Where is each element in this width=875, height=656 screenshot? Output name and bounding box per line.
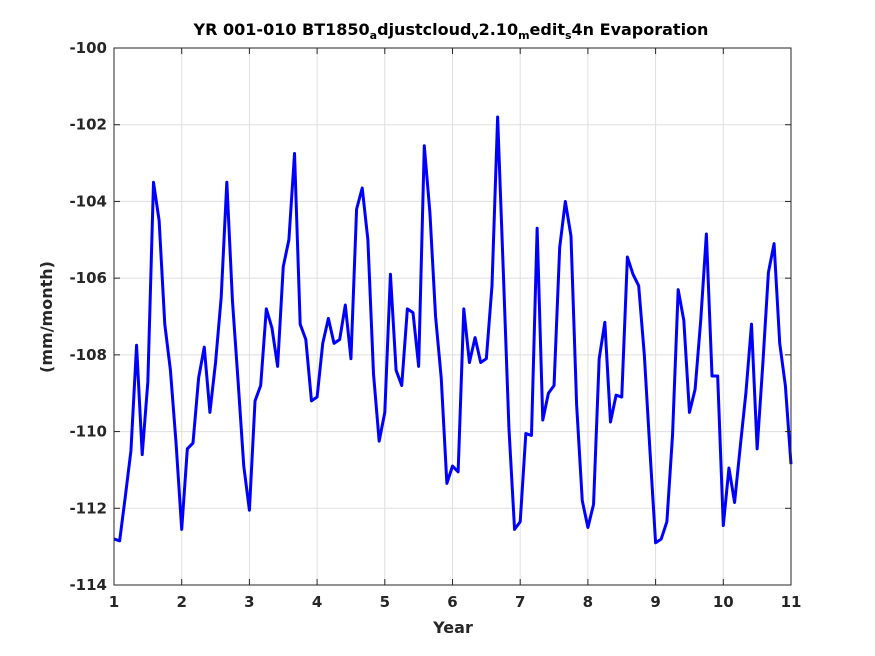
- title-segment: djustcloud: [377, 20, 471, 39]
- title-segment: edit: [530, 20, 566, 39]
- series-line: [113, 115, 793, 545]
- y-tick-label: -110: [69, 423, 107, 441]
- y-tick-label: -104: [69, 192, 107, 210]
- x-axis-label: Year: [432, 618, 473, 637]
- x-tick-label: 3: [244, 593, 254, 611]
- y-tick-labels: -114 -112 -110 -108 -106 -104 -102 -100: [69, 39, 107, 594]
- y-tick-label: -112: [69, 499, 107, 517]
- title-segment: 2.10: [479, 20, 518, 39]
- y-tick-label: -100: [69, 39, 107, 57]
- x-tick-label: 7: [515, 593, 525, 611]
- y-tick-label: -106: [69, 269, 107, 287]
- title-subscript: a: [370, 29, 377, 42]
- y-tick-label: -108: [69, 346, 107, 364]
- title-subscript: s: [565, 29, 572, 42]
- chart-title: YR 001-010 BT1850adjustcloudv2.10medits4…: [193, 20, 709, 42]
- y-axis-label: (mm/month): [37, 261, 56, 373]
- x-tick-label: 9: [650, 593, 660, 611]
- title-subscript: m: [518, 29, 529, 42]
- series-layer: [113, 115, 793, 545]
- x-tick-label: 11: [781, 593, 802, 611]
- y-tick-label: -102: [69, 116, 107, 134]
- x-tick-label: 6: [447, 593, 457, 611]
- title-segment: YR 001-010 BT1850: [193, 20, 370, 39]
- y-tick-label: -114: [69, 576, 107, 594]
- title-segment: 4n Evaporation: [572, 20, 709, 39]
- x-tick-label: 8: [583, 593, 593, 611]
- x-tick-labels: 1 2 3 4 5 6 7 8 9 10 11: [109, 593, 802, 611]
- title-subscript: v: [471, 29, 479, 42]
- x-tick-label: 1: [109, 593, 119, 611]
- x-tick-label: 2: [176, 593, 186, 611]
- x-tick-label: 10: [713, 593, 734, 611]
- x-tick-label: 5: [380, 593, 390, 611]
- x-tick-label: 4: [312, 593, 322, 611]
- tick-marks: [113, 47, 792, 586]
